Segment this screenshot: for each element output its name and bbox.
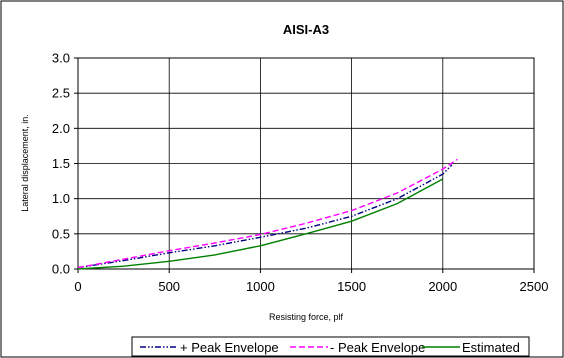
chart-title: AISI-A3 <box>283 22 329 37</box>
legend-label-3: Estimated <box>462 340 520 355</box>
series-line-2 <box>77 158 458 269</box>
legend: + Peak Envelope - Peak Envelope Estimated <box>131 336 530 357</box>
x-tick-label: 2500 <box>520 279 549 294</box>
y-tick-label: 2.0 <box>52 121 70 136</box>
series-line-3 <box>77 178 444 270</box>
legend-label-1: + Peak Envelope <box>180 340 279 355</box>
y-tick-label: 0.5 <box>52 226 70 241</box>
x-axis-ticks: 0 500 1000 1500 2000 2500 <box>74 279 548 294</box>
x-tick-label: 500 <box>158 279 180 294</box>
y-axis-ticks: 0.0 0.5 1.0 1.5 2.0 2.5 3.0 <box>52 51 70 277</box>
x-tick-label: 0 <box>74 279 81 294</box>
y-tick-label: 1.5 <box>52 156 70 171</box>
x-tick-label: 1500 <box>337 279 366 294</box>
legend-box <box>131 336 530 357</box>
x-tick-label: 1000 <box>246 279 275 294</box>
y-axis-label: Lateral displacement, in. <box>20 114 30 212</box>
y-tick-label: 1.0 <box>52 191 70 206</box>
series-line-1 <box>77 164 453 269</box>
x-axis-label: Resisting force, plf <box>269 312 344 322</box>
legend-label-2: - Peak Envelope <box>330 340 425 355</box>
y-tick-label: 0.0 <box>52 262 70 277</box>
y-tick-label: 3.0 <box>52 51 70 66</box>
y-tick-label: 2.5 <box>52 86 70 101</box>
plot-area <box>74 57 535 273</box>
x-tick-label: 2000 <box>428 279 457 294</box>
series-layer <box>77 158 458 270</box>
